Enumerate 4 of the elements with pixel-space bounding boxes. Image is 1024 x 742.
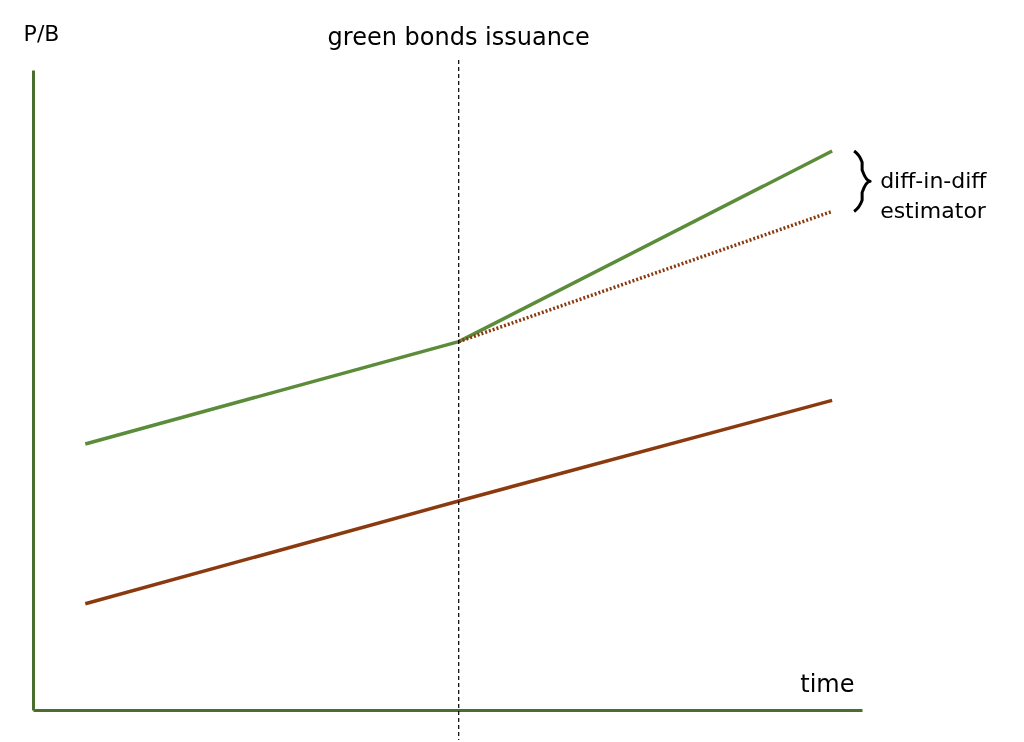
x-axis-title: time bbox=[800, 669, 855, 698]
text: green bonds issuance bbox=[327, 23, 590, 51]
y-axis-title: P/B bbox=[23, 20, 60, 46]
text: diff-in-diff estimator bbox=[880, 168, 988, 224]
